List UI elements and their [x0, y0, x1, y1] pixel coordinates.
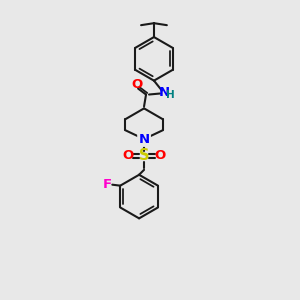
Text: O: O	[123, 149, 134, 162]
Text: N: N	[139, 133, 150, 146]
Text: O: O	[154, 149, 166, 162]
Text: O: O	[131, 78, 143, 91]
Text: H: H	[167, 89, 175, 100]
Text: N: N	[158, 86, 169, 99]
Text: S: S	[139, 148, 149, 164]
Text: F: F	[103, 178, 112, 191]
